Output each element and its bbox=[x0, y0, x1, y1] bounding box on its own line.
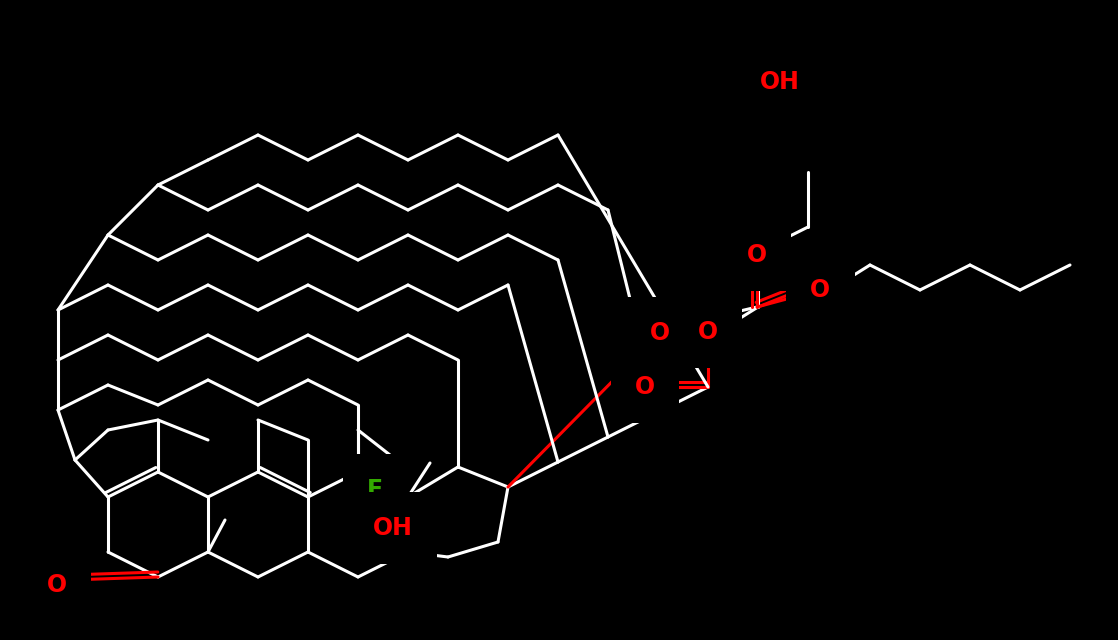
Text: OH: OH bbox=[760, 70, 800, 94]
Text: O: O bbox=[809, 278, 830, 302]
Text: OH: OH bbox=[373, 516, 413, 540]
Text: O: O bbox=[47, 573, 67, 597]
Text: O: O bbox=[811, 265, 831, 289]
Text: O: O bbox=[747, 243, 767, 267]
Text: O: O bbox=[635, 375, 655, 399]
Text: O: O bbox=[698, 320, 718, 344]
Text: O: O bbox=[650, 321, 670, 345]
Text: F: F bbox=[367, 478, 383, 502]
